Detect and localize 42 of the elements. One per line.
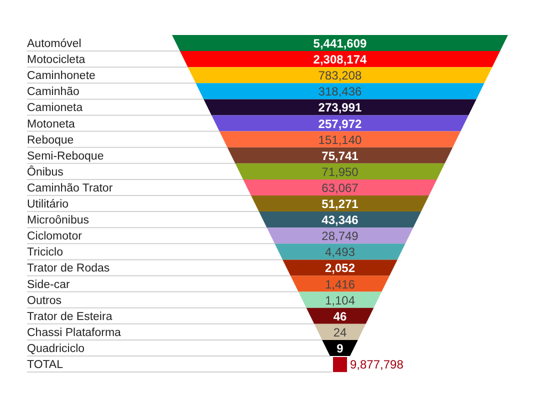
data-label: 63,067 bbox=[322, 180, 359, 195]
data-label: 71,950 bbox=[322, 164, 359, 179]
category-label: Quadriciclo bbox=[27, 342, 85, 355]
data-label: 51,271 bbox=[322, 197, 359, 212]
data-label: 4,493 bbox=[324, 245, 356, 260]
data-label: 2,308,174 bbox=[313, 52, 368, 67]
category-label: Caminhão bbox=[27, 86, 80, 98]
category-label: Utilitário bbox=[27, 198, 69, 211]
data-label: 151,140 bbox=[318, 132, 362, 147]
category-label: Automóvel bbox=[27, 38, 82, 50]
data-label: 43,346 bbox=[322, 213, 359, 228]
data-label: 257,972 bbox=[318, 116, 362, 131]
category-label: Caminhonete bbox=[27, 70, 96, 82]
category-label: Trator de Rodas bbox=[27, 262, 110, 275]
category-label: Triciclo bbox=[27, 246, 63, 259]
category-label: Side-car bbox=[27, 278, 70, 291]
category-label: Ônibus bbox=[27, 164, 64, 178]
data-label: 46 bbox=[333, 309, 347, 324]
category-label: Semi-Reboque bbox=[27, 150, 104, 162]
data-label: 75,741 bbox=[322, 148, 359, 163]
data-label: 783,208 bbox=[318, 68, 362, 83]
category-label: Caminhão Trator bbox=[27, 182, 113, 194]
category-label: Microônibus bbox=[27, 214, 90, 227]
text: TOTAL bbox=[27, 359, 64, 372]
category-label: Camioneta bbox=[27, 102, 84, 114]
data-label: 5,441,609 bbox=[313, 36, 368, 51]
data-label: 28,749 bbox=[322, 229, 359, 244]
data-label: 1,104 bbox=[324, 293, 356, 308]
category-label: Motoneta bbox=[27, 118, 76, 130]
category-label: Outros bbox=[27, 294, 62, 307]
data-label: 1,416 bbox=[324, 277, 356, 292]
data-label: 9 bbox=[336, 341, 344, 356]
data-label: 273,991 bbox=[318, 100, 362, 115]
data-label: 2,052 bbox=[324, 261, 356, 276]
data-label: 24 bbox=[333, 325, 347, 340]
category-label: Chassi Plataforma bbox=[27, 326, 122, 339]
data-label: 318,436 bbox=[318, 84, 362, 99]
text: 9,877,798 bbox=[350, 358, 404, 372]
category-label: Ciclomotor bbox=[27, 230, 82, 243]
category-label: Trator de Esteira bbox=[27, 310, 113, 323]
category-label: Motocicleta bbox=[27, 54, 86, 66]
category-label: Reboque bbox=[27, 134, 74, 146]
